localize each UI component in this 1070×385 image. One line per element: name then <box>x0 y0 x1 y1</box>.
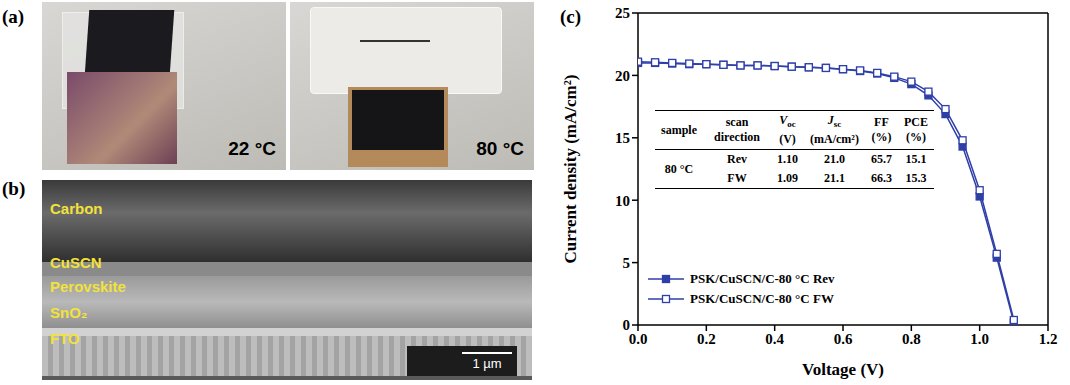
html-text:1 µm: 1 µm <box>472 356 502 371</box>
svg-text:10: 10 <box>615 193 630 209</box>
html-text:PSK/CuSCN/C-80 °C FW: PSK/CuSCN/C-80 °C FW <box>690 291 834 306</box>
html-text:scan direction: scan direction <box>714 115 760 145</box>
html-text:22 °C: 22 °C <box>228 138 276 159</box>
html-text:80 °C: 80 °C <box>664 161 694 176</box>
html-text:Jsc: Jsc <box>827 113 842 130</box>
html-text:15.3: 15.3 <box>905 171 927 186</box>
html-text:21.1: 21.1 <box>824 171 845 186</box>
html-text:65.7: 65.7 <box>870 152 892 167</box>
html-text:CuSCN: CuSCN <box>50 254 102 271</box>
svg-text:Voltage (V): Voltage (V) <box>802 360 884 379</box>
svg-text:0.0: 0.0 <box>629 331 648 347</box>
html-text:SnO₂: SnO₂ <box>50 304 88 321</box>
html-text:1.09: 1.09 <box>777 171 798 186</box>
html-text:(b): (b) <box>2 178 26 199</box>
html-text:FTO: FTO <box>50 330 80 347</box>
svg-text:0.2: 0.2 <box>697 331 716 347</box>
html-text:80 °C: 80 °C <box>476 138 524 159</box>
html-text:Carbon: Carbon <box>50 200 103 217</box>
html-text:21.0: 21.0 <box>824 152 845 167</box>
html-text:(V): (V) <box>779 132 796 147</box>
html-text:Perovskite: Perovskite <box>50 278 126 295</box>
html-text:PSK/CuSCN/C-80 °C Rev: PSK/CuSCN/C-80 °C Rev <box>690 271 835 286</box>
html-text:(mA/cm²): (mA/cm²) <box>810 132 859 147</box>
svg-text:1.2: 1.2 <box>1039 331 1058 347</box>
svg-text:0.6: 0.6 <box>834 331 853 347</box>
html-text:66.3: 66.3 <box>870 171 892 186</box>
html-text:Rev: Rev <box>727 152 747 167</box>
svg-text:0: 0 <box>623 317 631 333</box>
html-text:FF: FF <box>874 115 889 130</box>
html-text:FW: FW <box>727 171 747 186</box>
svg-text:15: 15 <box>615 130 630 146</box>
html-text:PCE: PCE <box>903 115 928 130</box>
html-text:(a): (a) <box>2 6 25 27</box>
html-text:sample: sample <box>661 122 697 137</box>
svg-text:0.4: 0.4 <box>765 331 784 347</box>
svg-text:0.8: 0.8 <box>902 331 921 347</box>
svg-text:20: 20 <box>615 68 630 84</box>
html-text:1.10: 1.10 <box>777 152 798 167</box>
svg-text:Current density (mA/cm²): Current density (mA/cm²) <box>561 75 580 264</box>
svg-text:1.0: 1.0 <box>970 331 989 347</box>
svg-text:5: 5 <box>623 255 631 271</box>
html-text:Voc: Voc <box>779 113 796 130</box>
html-text:(c): (c) <box>560 6 582 27</box>
html-text:15.1: 15.1 <box>905 152 927 167</box>
svg-text:25: 25 <box>615 5 630 21</box>
